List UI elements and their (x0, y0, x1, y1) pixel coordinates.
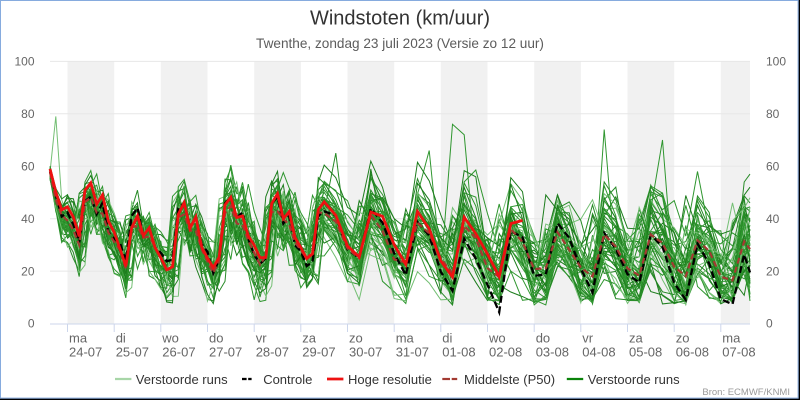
svg-text:60: 60 (766, 159, 780, 173)
svg-text:vr: vr (256, 331, 268, 346)
svg-text:100: 100 (766, 55, 786, 69)
svg-text:31-07: 31-07 (396, 345, 429, 360)
svg-text:ma: ma (396, 331, 415, 346)
svg-text:26-07: 26-07 (162, 345, 195, 360)
svg-text:28-07: 28-07 (256, 345, 289, 360)
svg-text:Verstoorde runs: Verstoorde runs (136, 372, 228, 387)
svg-text:ma: ma (722, 331, 741, 346)
svg-text:02-08: 02-08 (489, 345, 522, 360)
svg-text:Windstoten (km/uur): Windstoten (km/uur) (310, 8, 490, 30)
svg-text:40: 40 (766, 212, 780, 226)
svg-text:0: 0 (766, 317, 773, 331)
svg-text:80: 80 (21, 107, 35, 121)
svg-text:zo: zo (349, 331, 363, 346)
svg-text:do: do (209, 331, 223, 346)
svg-text:zo: zo (676, 331, 690, 346)
svg-text:Hoge resolutie: Hoge resolutie (348, 372, 432, 387)
svg-text:ma: ma (69, 331, 88, 346)
svg-text:03-08: 03-08 (536, 345, 569, 360)
svg-text:30-07: 30-07 (349, 345, 382, 360)
svg-text:Controle: Controle (263, 372, 312, 387)
svg-text:80: 80 (766, 107, 780, 121)
svg-text:do: do (536, 331, 550, 346)
svg-text:Middelste (P50): Middelste (P50) (464, 372, 555, 387)
svg-text:29-07: 29-07 (302, 345, 335, 360)
svg-text:20: 20 (766, 264, 780, 278)
svg-text:wo: wo (161, 331, 179, 346)
svg-text:Twenthe, zondag 23 juli 2023 (: Twenthe, zondag 23 juli 2023 (Versie zo … (256, 36, 544, 51)
svg-text:05-08: 05-08 (629, 345, 662, 360)
svg-text:40: 40 (21, 212, 35, 226)
svg-text:za: za (629, 331, 644, 346)
svg-text:06-08: 06-08 (676, 345, 709, 360)
svg-text:01-08: 01-08 (442, 345, 475, 360)
svg-text:20: 20 (21, 264, 35, 278)
svg-text:vr: vr (582, 331, 594, 346)
svg-text:di: di (442, 331, 452, 346)
svg-text:100: 100 (14, 55, 34, 69)
svg-text:za: za (302, 331, 317, 346)
svg-text:Bron: ECMWF/KNMI: Bron: ECMWF/KNMI (702, 387, 790, 398)
svg-text:25-07: 25-07 (116, 345, 149, 360)
svg-text:04-08: 04-08 (582, 345, 615, 360)
svg-text:07-08: 07-08 (722, 345, 755, 360)
svg-text:60: 60 (21, 159, 35, 173)
svg-text:wo: wo (488, 331, 506, 346)
svg-text:24-07: 24-07 (69, 345, 102, 360)
svg-text:di: di (116, 331, 126, 346)
svg-text:Verstoorde runs: Verstoorde runs (588, 372, 680, 387)
svg-text:27-07: 27-07 (209, 345, 242, 360)
svg-text:0: 0 (28, 317, 35, 331)
